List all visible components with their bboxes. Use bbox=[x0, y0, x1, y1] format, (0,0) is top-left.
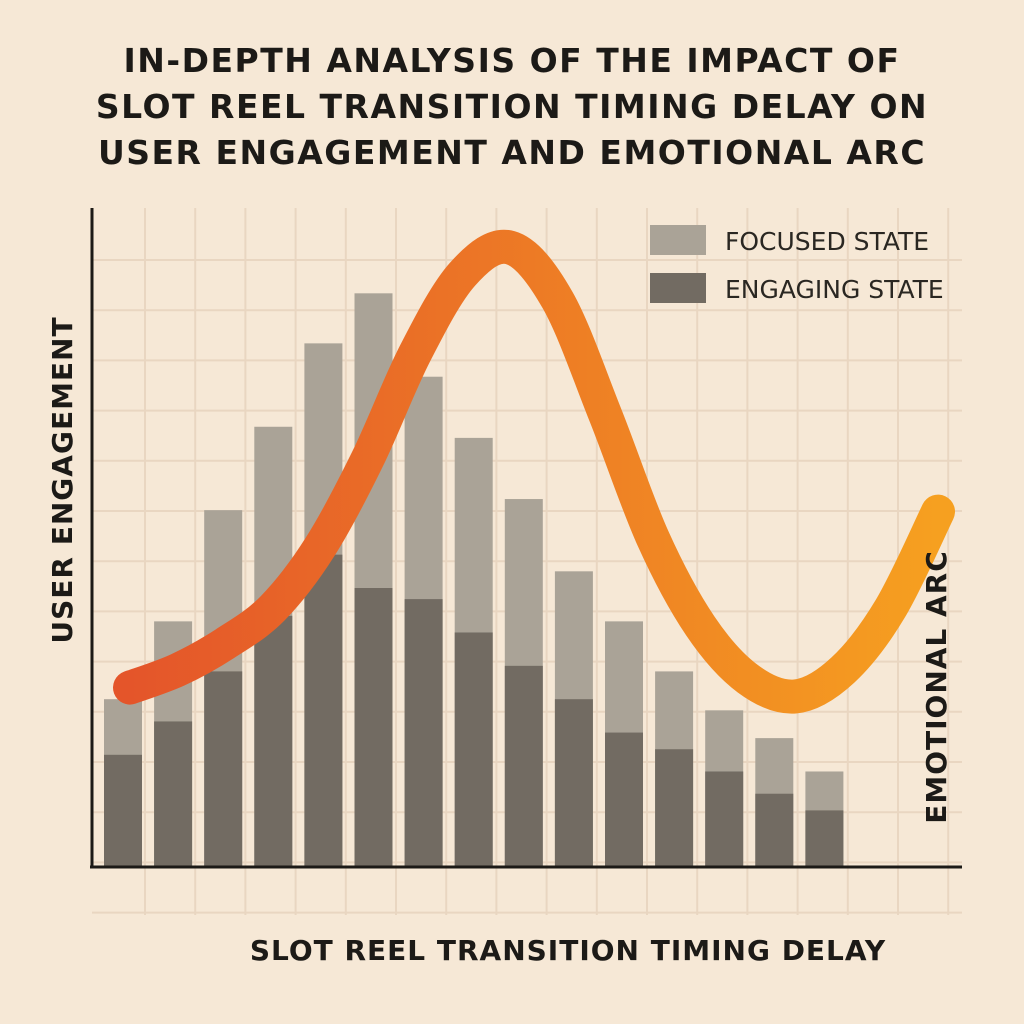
engaging-state-bar bbox=[354, 588, 393, 866]
emotional-arc-line bbox=[113, 229, 955, 714]
chart-title: IN-DEPTH ANALYSIS OF THE IMPACT OF SLOT … bbox=[0, 38, 1024, 176]
legend-swatch-focused bbox=[650, 225, 706, 255]
engaging-state-bar bbox=[755, 793, 794, 866]
title-line-2: SLOT REEL TRANSITION TIMING DELAY ON bbox=[95, 87, 929, 126]
engaging-state-bar bbox=[104, 754, 142, 866]
engaging-state-bar bbox=[605, 732, 643, 866]
engaging-state-bars bbox=[104, 554, 844, 866]
engaging-state-bar bbox=[504, 665, 543, 866]
legend-label-engaging: ENGAGING STATE bbox=[725, 275, 944, 304]
engaging-state-bar bbox=[705, 771, 744, 866]
engaging-state-bar bbox=[554, 699, 593, 866]
engaging-state-bar bbox=[154, 721, 193, 866]
legend: FOCUSED STATE ENGAGING STATE bbox=[650, 225, 944, 304]
engaging-state-bar bbox=[204, 671, 243, 866]
engaging-state-bar bbox=[805, 810, 844, 866]
engaging-state-bar bbox=[454, 632, 493, 866]
y-axis-label: USER ENGAGEMENT bbox=[46, 316, 79, 643]
y2-axis-label: EMOTIONAL ARC bbox=[920, 550, 953, 824]
axes bbox=[90, 208, 962, 869]
x-axis-label: SLOT REEL TRANSITION TIMING DELAY bbox=[250, 934, 886, 967]
emotional-arc-layer bbox=[113, 229, 955, 714]
title-line-3: USER ENGAGEMENT AND EMOTIONAL ARC bbox=[97, 133, 927, 172]
legend-swatch-engaging bbox=[650, 273, 706, 303]
engaging-state-bar bbox=[655, 749, 694, 866]
engaging-state-bar bbox=[404, 599, 443, 866]
engaging-state-bar bbox=[254, 615, 293, 866]
engaging-state-bar bbox=[304, 554, 343, 866]
legend-label-focused: FOCUSED STATE bbox=[725, 227, 929, 256]
title-line-1: IN-DEPTH ANALYSIS OF THE IMPACT OF bbox=[123, 41, 901, 80]
